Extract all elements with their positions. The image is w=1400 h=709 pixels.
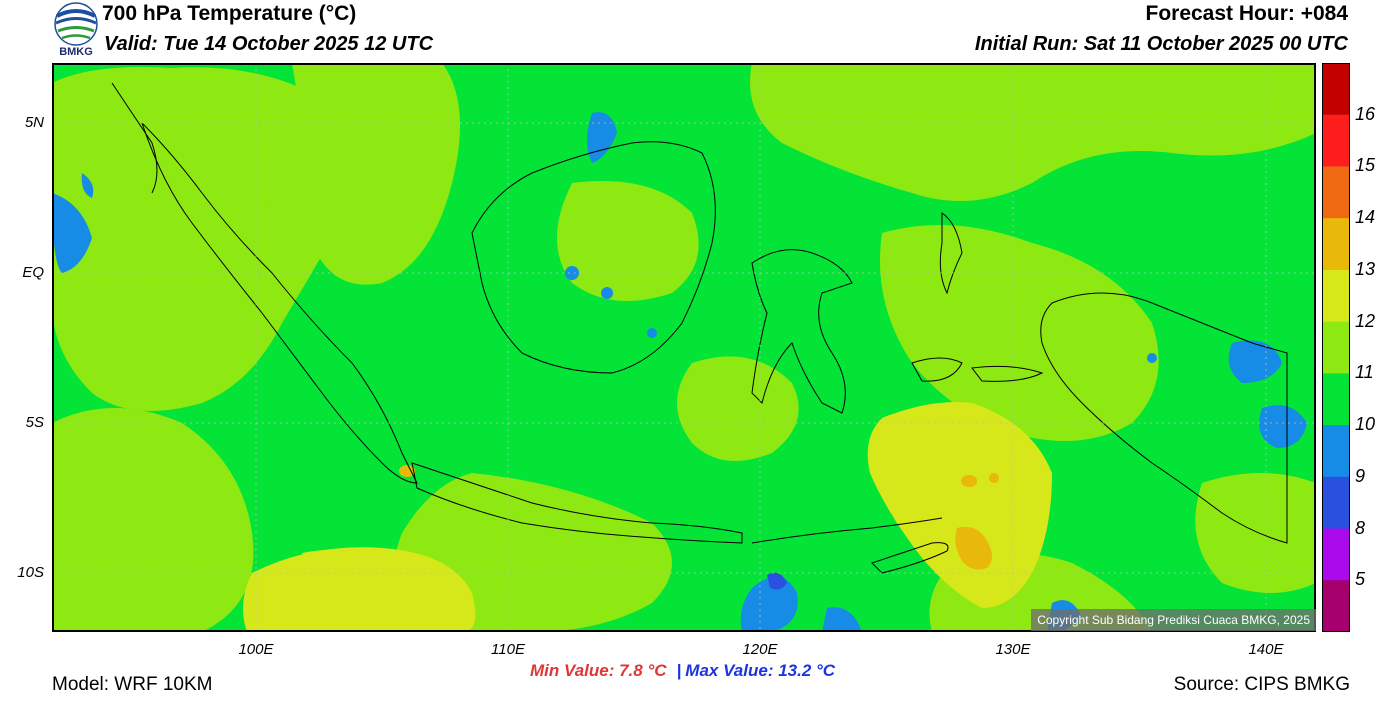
temperature-map [52,63,1316,632]
lon-tick-130e: 130E [995,641,1031,658]
colorbar-label: 15 [1355,155,1376,176]
lat-tick-5s: 5S [25,414,44,431]
model-label: Model: WRF 10KM [52,674,213,695]
lat-tick-10s: 10S [17,564,44,581]
colorbar-segment [1322,425,1350,478]
valid-time: Valid: Tue 14 October 2025 12 UTC [104,33,434,55]
lat-tick-eq: EQ [22,264,44,281]
lesser-sunda-coast [751,517,943,544]
colorbar-label: 8 [1355,517,1366,538]
max-value: Max Value: 13.2 °C [685,661,836,680]
colorbar-label: 10 [1355,414,1376,435]
maluku-coast [911,357,963,382]
java-coast [411,462,743,544]
field-8-9 [767,572,787,590]
lon-tick-110e: 110E [491,641,525,658]
timor-coast [871,542,949,574]
source-label: Source: CIPS BMKG [1173,674,1350,695]
field-11-12 [52,63,1316,632]
halmahera-coast [939,212,963,295]
colorbar-segment [1322,580,1350,633]
map-title: 700 hPa Temperature (°C) [102,2,357,25]
colorbar-segment [1322,269,1350,323]
colorbar-segment [1322,114,1350,167]
colorbar-segment [1322,166,1350,219]
field-13-14 [399,465,999,570]
colorbar-segment [1322,528,1350,581]
sumatra-coast [141,122,418,484]
stats-separator: | [676,661,682,680]
colorbar-label: 14 [1355,207,1376,228]
field-9-10 [52,112,1307,632]
lon-tick-100e: 100E [238,641,274,658]
seram-coast [971,365,1044,382]
colorbar-label: 11 [1355,362,1374,383]
min-value: Min Value: 7.8 °C [530,661,667,680]
papua-coast [1040,292,1288,544]
borneo-coast [471,141,716,374]
colorbar-label: 16 [1355,103,1376,124]
colorbar-label: 5 [1355,569,1366,590]
map-frame [52,63,1316,632]
colorbar-label: 12 [1355,310,1376,331]
colorbar-segment [1322,218,1350,271]
colorbar-segment [1322,476,1350,530]
colorbar-segment [1322,373,1350,426]
grid-lines [52,63,1316,632]
lon-tick-120e: 120E [742,641,778,658]
peninsula-coast [111,82,158,194]
forecast-hour: Forecast Hour: +084 [1145,2,1349,25]
copyright-notice: Copyright Sub Bidang Prediksi Cuaca BMKG… [1031,609,1316,631]
logo-label: BMKG [59,46,93,58]
field-12-13 [243,402,1052,632]
lat-tick-5n: 5N [24,114,44,131]
colorbar-label: 9 [1355,465,1366,486]
lon-tick-140e: 140E [1248,641,1284,658]
coastlines [111,82,1288,574]
initial-run: Initial Run: Sat 11 October 2025 00 UTC [974,33,1348,55]
colorbar-segment [1322,63,1350,116]
colorbar-label: 13 [1355,258,1376,279]
min-max-values: Min Value: 7.8 °C | Max Value: 13.2 °C [530,661,835,681]
colorbar-segment [1322,321,1350,374]
colorbar-frame [1322,63,1350,632]
bmkg-logo [52,2,100,62]
colorbar [1322,63,1350,633]
